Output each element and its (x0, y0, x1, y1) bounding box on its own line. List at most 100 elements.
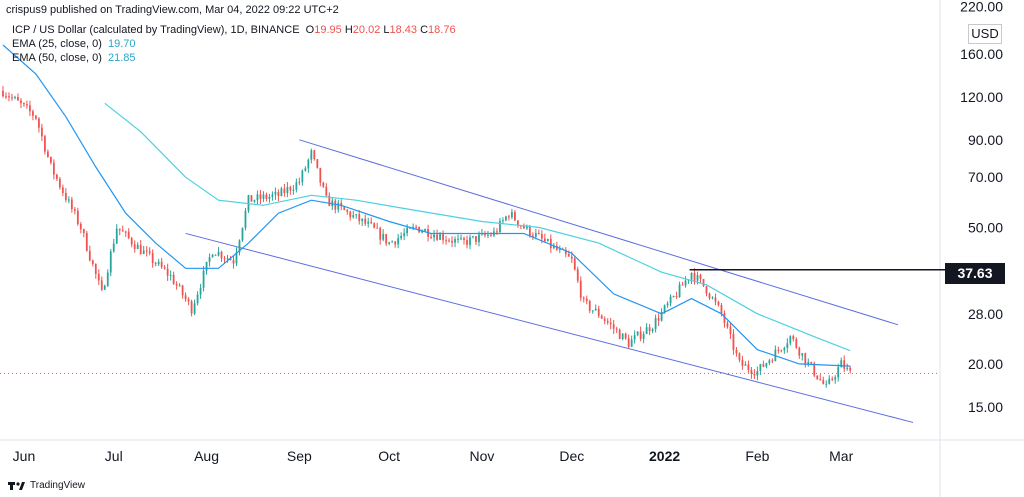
candle-body (795, 339, 798, 348)
candle-body (166, 268, 169, 276)
candle-body (187, 299, 190, 302)
candle-body (265, 194, 268, 199)
legend-ema25-row[interactable]: EMA (25, close, 0) 19.70 (12, 38, 136, 50)
candle-body (118, 228, 121, 231)
candle-body (100, 280, 103, 290)
candle-body (600, 315, 603, 319)
legend-open: 19.95 (314, 24, 342, 36)
channel-lower-line (185, 232, 914, 423)
price-axis[interactable]: 220.00 160.00 120.00 90.00 70.00 50.00 28.00 20… (960, 0, 1003, 415)
candle-body (211, 254, 214, 258)
candle-body (352, 215, 355, 218)
candle-body (702, 278, 705, 287)
candle-body (343, 206, 346, 211)
legend-symbol-row: ICP / US Dollar (calculated by TradingVi… (12, 24, 456, 36)
candle-body (505, 216, 507, 221)
candle-body (612, 324, 615, 329)
legend-ema50-label: EMA (50, close, 0) (12, 52, 102, 64)
candle-body (340, 202, 343, 207)
x-tick-label: Jul (105, 448, 123, 464)
price-levels (0, 268, 945, 374)
legend-low-label: L (383, 24, 390, 36)
candle-body (199, 287, 202, 295)
candle-body (624, 333, 627, 339)
candle-body (490, 234, 492, 236)
candle-body (615, 328, 618, 330)
candle-body (807, 361, 810, 364)
candle-body (274, 191, 277, 195)
x-tick-label: Oct (378, 448, 400, 464)
legend-symbol[interactable]: ICP / US Dollar (calculated by TradingVi… (12, 24, 300, 36)
candle-body (651, 329, 654, 332)
resistance-price-tag: 37.63 (945, 263, 1005, 284)
candle-body (268, 196, 271, 199)
legend-ema50-row[interactable]: EMA (50, close, 0) 21.85 (12, 52, 136, 64)
candle-body (663, 305, 666, 312)
candle-body (840, 360, 843, 368)
x-tick-label: Nov (470, 448, 495, 464)
candle-body (735, 349, 738, 354)
candle-body (337, 202, 340, 210)
candle-body (484, 233, 486, 236)
candle-body (816, 375, 819, 380)
candle-body (415, 226, 418, 228)
candle-body (313, 150, 316, 160)
candle-body (2, 90, 4, 97)
candle-body (277, 191, 280, 196)
candle-body (552, 245, 555, 249)
candle-body (657, 318, 660, 321)
candle-body (373, 223, 376, 228)
candle-body (103, 285, 106, 290)
candle-body (711, 297, 714, 299)
candle-body (558, 249, 561, 251)
x-tick-label: Sep (287, 448, 312, 464)
x-tick-label: Dec (559, 448, 584, 464)
candle-body (846, 367, 849, 369)
candle-body (514, 212, 516, 221)
candle-body (364, 218, 367, 224)
candle-body (825, 383, 828, 385)
candle-body (478, 234, 480, 242)
candle-body (17, 97, 19, 101)
candle-body (217, 251, 220, 256)
candle-body (271, 194, 274, 197)
candle-body (61, 187, 64, 193)
candle-body (289, 186, 292, 191)
candle-body (729, 326, 732, 334)
candle-body (151, 253, 154, 264)
footer-brand[interactable]: TradingView (8, 480, 85, 491)
candle-body (645, 327, 648, 334)
candle-body (26, 104, 28, 106)
candle-body (127, 231, 130, 238)
y-tick-label: 120.00 (960, 89, 1003, 105)
tradingview-logo-icon (8, 481, 25, 490)
candle-body (636, 331, 639, 336)
time-axis[interactable]: Jun Jul Aug Sep Oct Nov Dec 2022 Feb Mar (13, 448, 854, 464)
candle-body (436, 234, 438, 240)
candle-body (67, 199, 70, 201)
candle-body (241, 227, 244, 241)
candle-body (23, 103, 25, 105)
legend-ema25-value: 19.70 (108, 38, 136, 50)
legend-low: 18.43 (389, 24, 418, 36)
candle-body (178, 285, 181, 287)
footer-brand-label: TradingView (30, 480, 86, 491)
candle-body (472, 236, 474, 238)
candle-body (642, 333, 645, 339)
candle-body (540, 233, 543, 239)
candle-body (76, 210, 79, 224)
currency-badge[interactable]: USD (968, 24, 1002, 44)
candle-body (409, 227, 412, 229)
candle-body (469, 237, 471, 245)
candle-body (741, 359, 744, 366)
candle-body (517, 220, 519, 226)
y-tick-label: 90.00 (968, 132, 1003, 148)
candle-body (579, 280, 582, 298)
candle-body (448, 240, 450, 242)
candle-body (355, 214, 358, 216)
candle-body (445, 240, 447, 242)
candle-body (229, 258, 232, 261)
candle-body (582, 297, 585, 299)
